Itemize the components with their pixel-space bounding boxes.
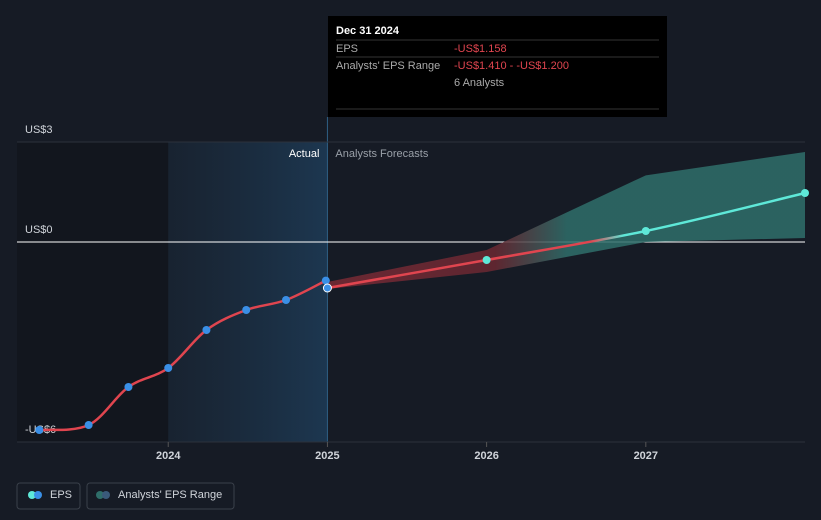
tooltip-label: Analysts' EPS Range xyxy=(336,60,440,72)
x-tick-label: 2027 xyxy=(634,450,658,462)
legend: EPS Analysts' EPS Range xyxy=(16,482,235,510)
eps-point xyxy=(84,421,93,429)
x-tick-label: 2025 xyxy=(315,450,339,462)
tooltip-box xyxy=(328,16,667,117)
x-tick-label: 2024 xyxy=(156,450,181,462)
legend-item[interactable] xyxy=(86,482,235,510)
past-region xyxy=(17,142,169,442)
forecast-point xyxy=(322,283,332,293)
y-tick-label: US$0 xyxy=(25,224,53,236)
actual-label: Actual xyxy=(289,148,320,160)
eps-point xyxy=(282,296,291,304)
tooltip-label: EPS xyxy=(336,43,358,55)
eps-point xyxy=(202,326,211,334)
legend-item[interactable] xyxy=(16,482,81,510)
legend-swatch xyxy=(34,491,42,499)
eps-point xyxy=(164,364,173,372)
legend-label: Analysts' EPS Range xyxy=(118,489,222,501)
forecast-point xyxy=(641,227,650,235)
legend-swatch xyxy=(28,491,36,499)
range-band xyxy=(327,152,805,289)
tooltip-value: -US$1.158 xyxy=(454,43,507,55)
y-tick-label: US$3 xyxy=(25,124,53,136)
eps-point xyxy=(242,306,251,314)
eps-point xyxy=(321,276,330,285)
x-tick-label: 2026 xyxy=(474,450,498,462)
tooltip-analysts: 6 Analysts xyxy=(454,77,505,89)
forecast-point xyxy=(482,256,491,264)
tooltip-value: -US$1.410 - -US$1.200 xyxy=(454,60,569,72)
legend-swatch xyxy=(102,491,110,499)
forecast-point xyxy=(801,189,809,197)
highlight-region xyxy=(168,142,328,442)
tooltip-date: Dec 31 2024 xyxy=(336,25,400,37)
eps-point xyxy=(124,383,133,391)
legend-swatch xyxy=(96,491,104,499)
forecast-label: Analysts Forecasts xyxy=(335,148,428,160)
eps-point xyxy=(35,426,44,434)
tooltip: Dec 31 2024 EPS -US$1.158 Analysts' EPS … xyxy=(328,16,667,117)
forecast-line xyxy=(327,191,806,290)
legend-label: EPS xyxy=(50,489,72,501)
